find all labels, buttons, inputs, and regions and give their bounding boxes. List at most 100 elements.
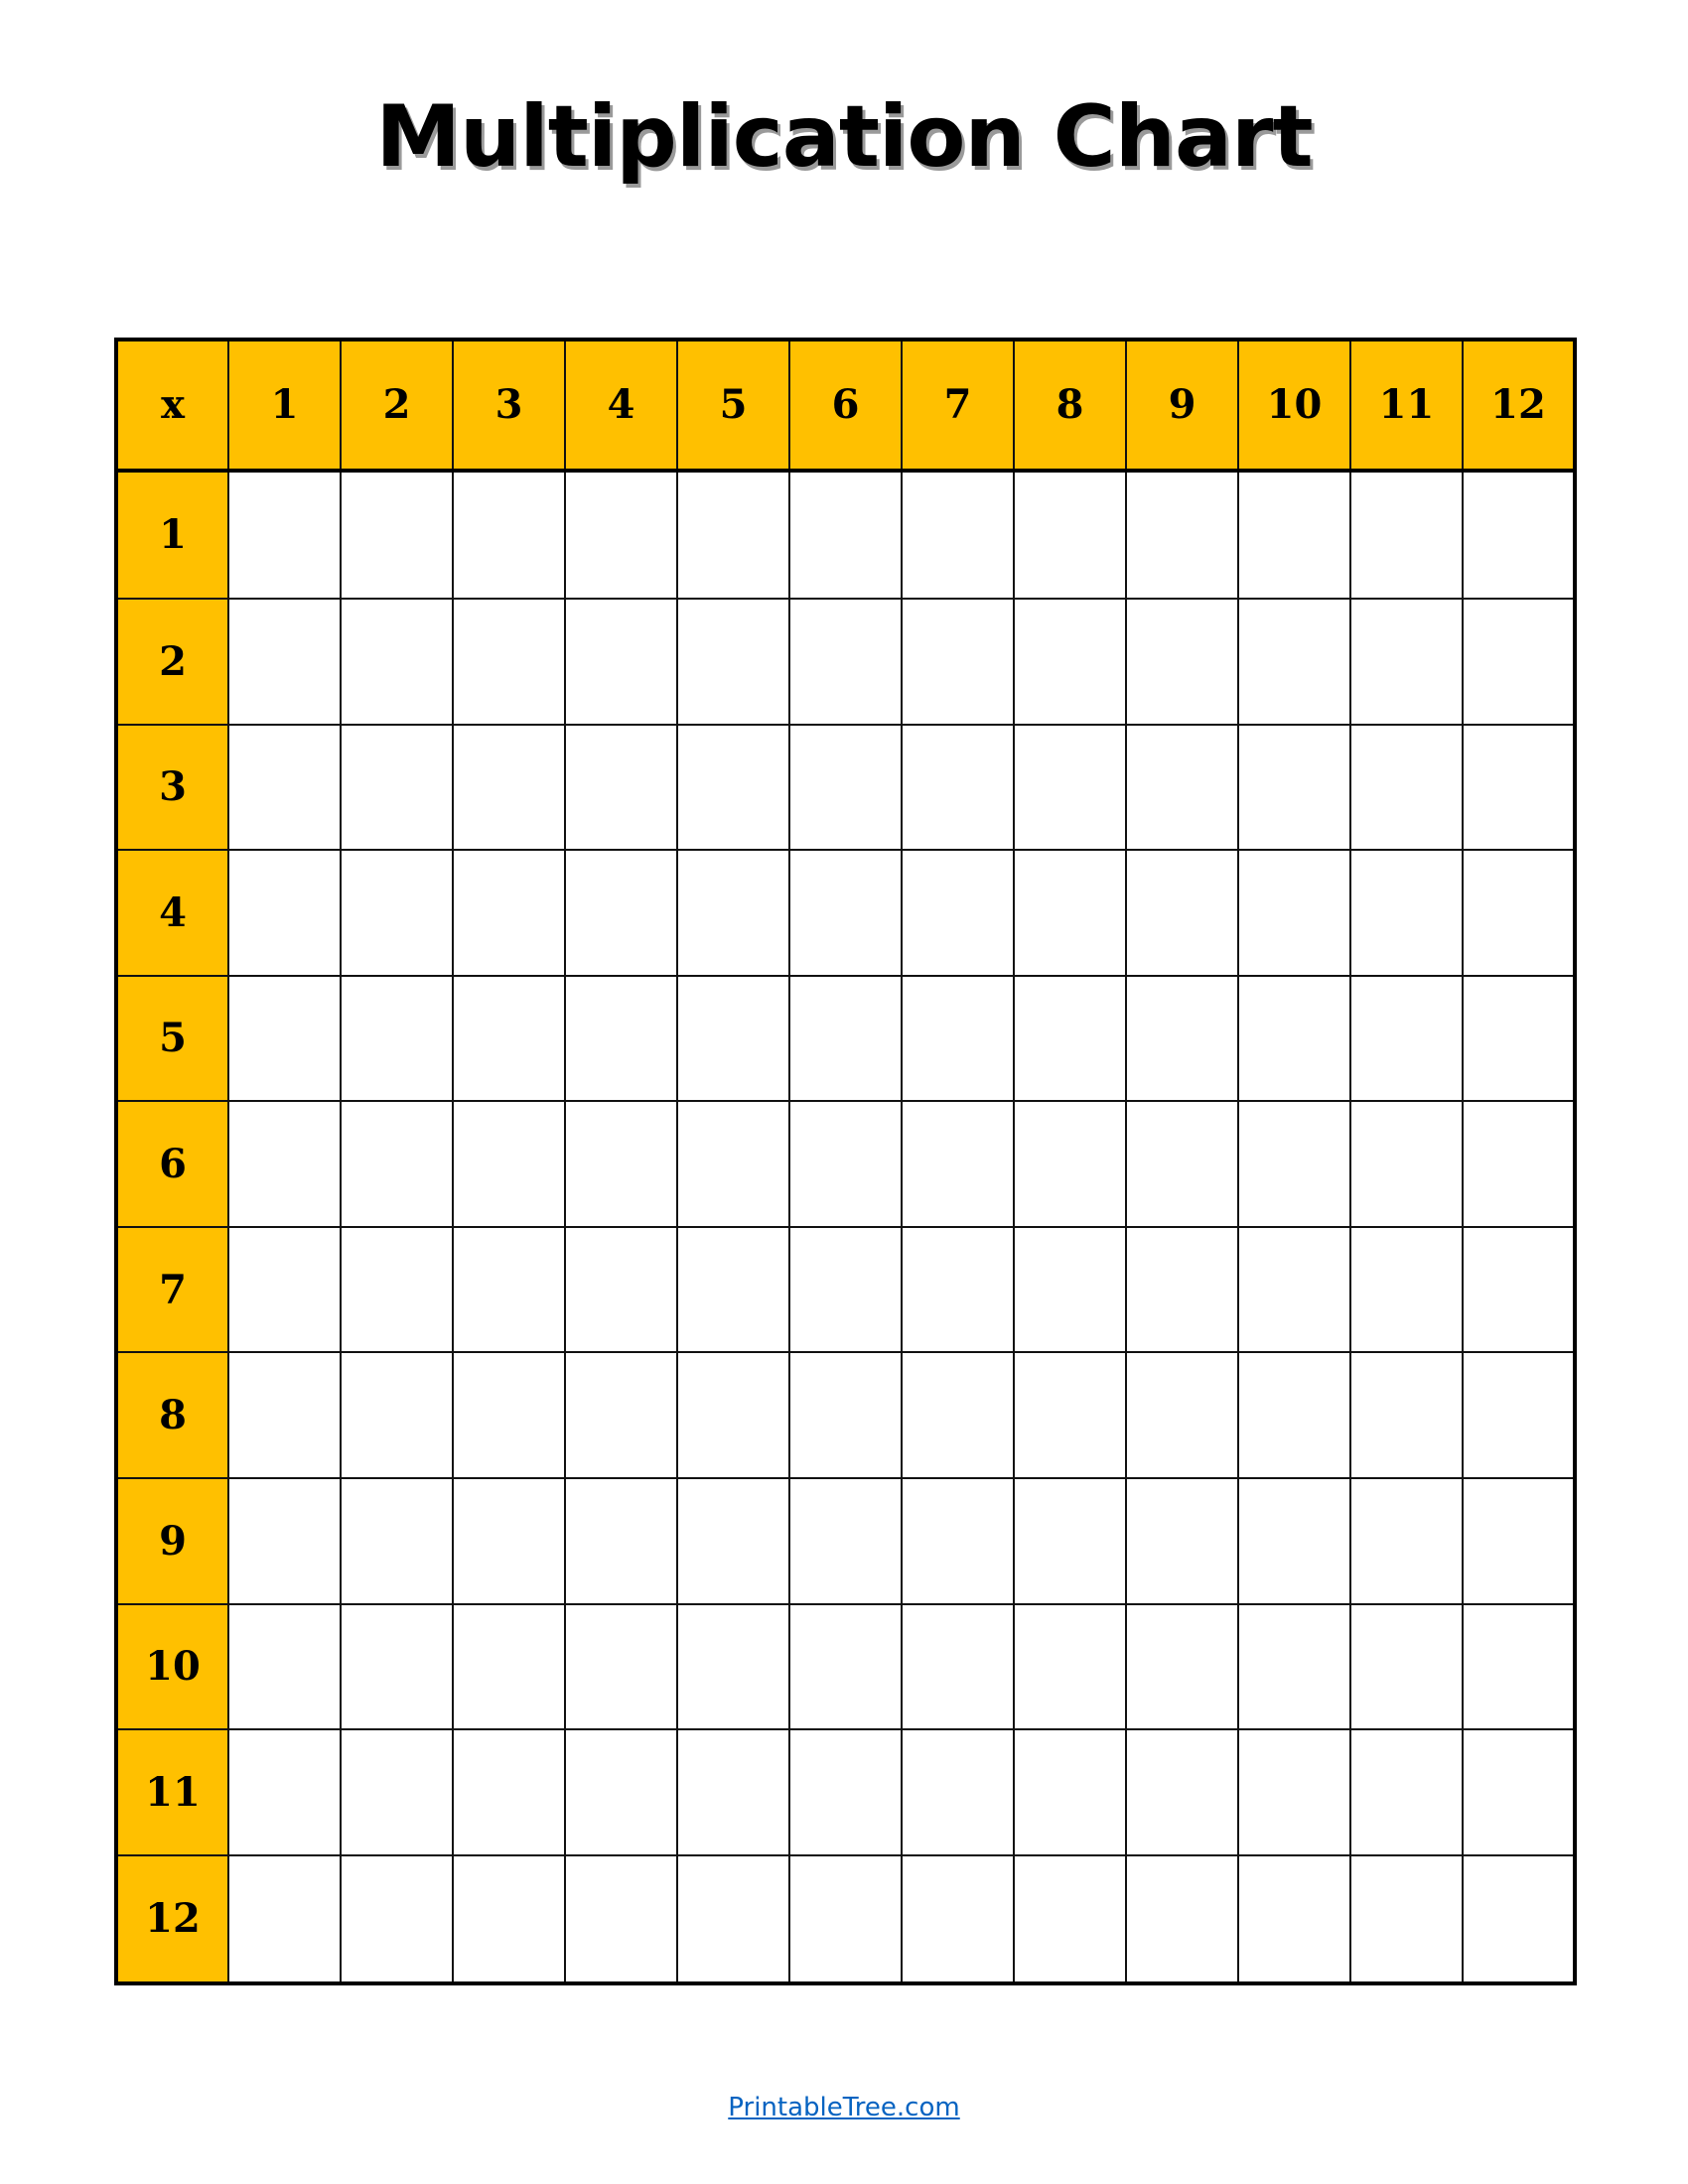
answer-cell[interactable] — [564, 597, 678, 726]
answer-cell[interactable] — [1237, 1602, 1351, 1731]
answer-cell[interactable] — [901, 1853, 1015, 1985]
answer-cell[interactable] — [788, 1476, 903, 1605]
answer-cell[interactable] — [452, 1728, 566, 1856]
answer-cell[interactable] — [901, 1351, 1015, 1479]
answer-cell[interactable] — [452, 974, 566, 1103]
answer-cell[interactable] — [1125, 1351, 1239, 1479]
answer-cell[interactable] — [788, 469, 903, 600]
answer-cell[interactable] — [340, 597, 454, 726]
answer-cell[interactable] — [901, 974, 1015, 1103]
answer-cell[interactable] — [1125, 1602, 1239, 1731]
answer-cell[interactable] — [901, 849, 1015, 977]
answer-cell[interactable] — [340, 1225, 454, 1354]
answer-cell[interactable] — [1462, 1225, 1576, 1354]
footer-link[interactable]: PrintableTree.com — [728, 2093, 960, 2122]
answer-cell[interactable] — [1237, 849, 1351, 977]
answer-cell[interactable] — [452, 849, 566, 977]
answer-cell[interactable] — [1349, 1351, 1464, 1479]
answer-cell[interactable] — [1013, 1225, 1127, 1354]
answer-cell[interactable] — [452, 597, 566, 726]
answer-cell[interactable] — [340, 1853, 454, 1985]
answer-cell[interactable] — [676, 1602, 790, 1731]
answer-cell[interactable] — [901, 723, 1015, 852]
answer-cell[interactable] — [564, 1225, 678, 1354]
answer-cell[interactable] — [676, 1351, 790, 1479]
answer-cell[interactable] — [340, 1100, 454, 1228]
answer-cell[interactable] — [788, 1351, 903, 1479]
answer-cell[interactable] — [227, 1476, 342, 1605]
answer-cell[interactable] — [1237, 723, 1351, 852]
answer-cell[interactable] — [1237, 597, 1351, 726]
answer-cell[interactable] — [564, 1602, 678, 1731]
answer-cell[interactable] — [1013, 723, 1127, 852]
answer-cell[interactable] — [1125, 974, 1239, 1103]
answer-cell[interactable] — [564, 723, 678, 852]
answer-cell[interactable] — [901, 469, 1015, 600]
answer-cell[interactable] — [1013, 1100, 1127, 1228]
answer-cell[interactable] — [788, 849, 903, 977]
answer-cell[interactable] — [1349, 1476, 1464, 1605]
answer-cell[interactable] — [1237, 469, 1351, 600]
answer-cell[interactable] — [1013, 1476, 1127, 1605]
answer-cell[interactable] — [788, 1100, 903, 1228]
answer-cell[interactable] — [227, 1351, 342, 1479]
answer-cell[interactable] — [1237, 1351, 1351, 1479]
answer-cell[interactable] — [227, 974, 342, 1103]
answer-cell[interactable] — [564, 469, 678, 600]
answer-cell[interactable] — [1349, 1853, 1464, 1985]
answer-cell[interactable] — [1462, 469, 1576, 600]
answer-cell[interactable] — [1462, 1351, 1576, 1479]
answer-cell[interactable] — [901, 1225, 1015, 1354]
answer-cell[interactable] — [340, 1351, 454, 1479]
answer-cell[interactable] — [452, 1100, 566, 1228]
answer-cell[interactable] — [564, 849, 678, 977]
answer-cell[interactable] — [1125, 469, 1239, 600]
answer-cell[interactable] — [788, 1728, 903, 1856]
answer-cell[interactable] — [564, 974, 678, 1103]
answer-cell[interactable] — [1237, 1100, 1351, 1228]
answer-cell[interactable] — [676, 469, 790, 600]
answer-cell[interactable] — [227, 1225, 342, 1354]
answer-cell[interactable] — [340, 723, 454, 852]
answer-cell[interactable] — [788, 597, 903, 726]
answer-cell[interactable] — [452, 1476, 566, 1605]
answer-cell[interactable] — [788, 1602, 903, 1731]
answer-cell[interactable] — [1349, 469, 1464, 600]
answer-cell[interactable] — [901, 1728, 1015, 1856]
answer-cell[interactable] — [340, 1728, 454, 1856]
answer-cell[interactable] — [564, 1476, 678, 1605]
answer-cell[interactable] — [452, 1351, 566, 1479]
answer-cell[interactable] — [1125, 597, 1239, 726]
answer-cell[interactable] — [676, 1225, 790, 1354]
answer-cell[interactable] — [1349, 723, 1464, 852]
answer-cell[interactable] — [676, 849, 790, 977]
answer-cell[interactable] — [227, 723, 342, 852]
answer-cell[interactable] — [1462, 723, 1576, 852]
answer-cell[interactable] — [227, 597, 342, 726]
answer-cell[interactable] — [1013, 469, 1127, 600]
answer-cell[interactable] — [1349, 1602, 1464, 1731]
answer-cell[interactable] — [1349, 1100, 1464, 1228]
answer-cell[interactable] — [676, 1728, 790, 1856]
answer-cell[interactable] — [1349, 849, 1464, 977]
answer-cell[interactable] — [1349, 1728, 1464, 1856]
answer-cell[interactable] — [788, 974, 903, 1103]
answer-cell[interactable] — [1013, 974, 1127, 1103]
answer-cell[interactable] — [564, 1728, 678, 1856]
answer-cell[interactable] — [1349, 1225, 1464, 1354]
answer-cell[interactable] — [1462, 597, 1576, 726]
answer-cell[interactable] — [676, 723, 790, 852]
answer-cell[interactable] — [340, 1476, 454, 1605]
answer-cell[interactable] — [1125, 1476, 1239, 1605]
answer-cell[interactable] — [676, 597, 790, 726]
answer-cell[interactable] — [340, 974, 454, 1103]
answer-cell[interactable] — [1237, 1853, 1351, 1985]
answer-cell[interactable] — [676, 1853, 790, 1985]
answer-cell[interactable] — [1125, 1853, 1239, 1985]
answer-cell[interactable] — [1462, 1476, 1576, 1605]
answer-cell[interactable] — [1237, 1476, 1351, 1605]
answer-cell[interactable] — [676, 1100, 790, 1228]
answer-cell[interactable] — [564, 1351, 678, 1479]
answer-cell[interactable] — [901, 1100, 1015, 1228]
answer-cell[interactable] — [1462, 1602, 1576, 1731]
